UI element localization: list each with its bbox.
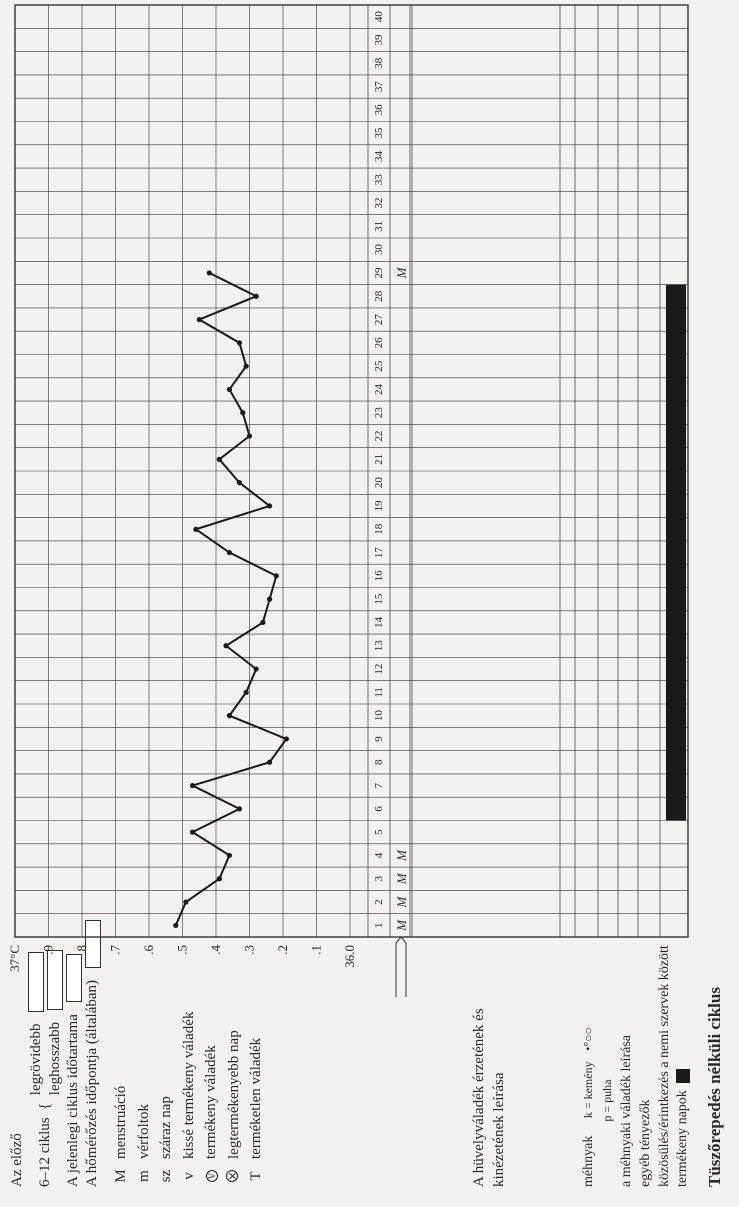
svg-text:M: M — [394, 266, 409, 279]
svg-text:37: 37 — [373, 81, 385, 93]
svg-text:12: 12 — [373, 664, 385, 675]
svg-text:36: 36 — [373, 104, 385, 116]
svg-text:10: 10 — [373, 710, 385, 722]
svg-text:7: 7 — [373, 782, 385, 788]
svg-text:4: 4 — [373, 852, 385, 858]
svg-text:27: 27 — [373, 314, 385, 326]
svg-text:.1: .1 — [309, 945, 324, 955]
svg-text:.2: .2 — [275, 945, 290, 955]
svg-text:37°C: 37°C — [7, 945, 22, 972]
svg-text:.3: .3 — [242, 945, 257, 955]
svg-text:1: 1 — [373, 923, 385, 929]
svg-text:40: 40 — [373, 11, 385, 23]
svg-text:.8: .8 — [74, 945, 89, 955]
svg-text:M: M — [394, 919, 409, 932]
svg-text:31: 31 — [373, 221, 385, 232]
svg-text:3: 3 — [373, 876, 385, 882]
svg-text:18: 18 — [373, 523, 385, 535]
svg-text:35: 35 — [373, 127, 385, 139]
svg-text:19: 19 — [373, 500, 385, 512]
svg-text:29: 29 — [373, 267, 385, 279]
svg-text:25: 25 — [373, 360, 385, 372]
svg-text:21: 21 — [373, 454, 385, 465]
svg-text:M: M — [394, 872, 409, 885]
svg-text:24: 24 — [373, 383, 385, 395]
svg-text:32: 32 — [373, 198, 385, 209]
svg-text:16: 16 — [373, 570, 385, 582]
svg-text:26: 26 — [373, 337, 385, 349]
svg-text:.7: .7 — [108, 945, 123, 955]
svg-text:.4: .4 — [208, 945, 223, 955]
svg-text:36.0: 36.0 — [342, 945, 357, 968]
svg-text:17: 17 — [373, 547, 385, 559]
svg-text:.5: .5 — [175, 945, 190, 955]
svg-text:38: 38 — [373, 57, 385, 69]
svg-text:8: 8 — [373, 759, 385, 765]
svg-text:39: 39 — [373, 34, 385, 46]
svg-text:28: 28 — [373, 290, 385, 302]
svg-text:14: 14 — [373, 616, 385, 628]
svg-text:34: 34 — [373, 150, 385, 162]
svg-text:13: 13 — [373, 640, 385, 652]
svg-text:30: 30 — [373, 244, 385, 256]
svg-text:23: 23 — [373, 407, 385, 419]
svg-text:11: 11 — [373, 687, 385, 698]
svg-text:6: 6 — [373, 806, 385, 812]
svg-text:9: 9 — [373, 736, 385, 742]
svg-text:.6: .6 — [141, 945, 156, 955]
svg-text:20: 20 — [373, 477, 385, 489]
svg-text:15: 15 — [373, 593, 385, 605]
svg-text:M: M — [394, 849, 409, 862]
svg-text:.9: .9 — [41, 945, 56, 955]
svg-text:33: 33 — [373, 174, 385, 186]
svg-text:22: 22 — [373, 431, 385, 442]
svg-text:2: 2 — [373, 899, 385, 905]
svg-text:5: 5 — [373, 829, 385, 835]
temperature-chart: 37°C.9.8.7.6.5.4.3.2.136.012345678910111… — [0, 0, 739, 1207]
svg-text:M: M — [394, 895, 409, 908]
